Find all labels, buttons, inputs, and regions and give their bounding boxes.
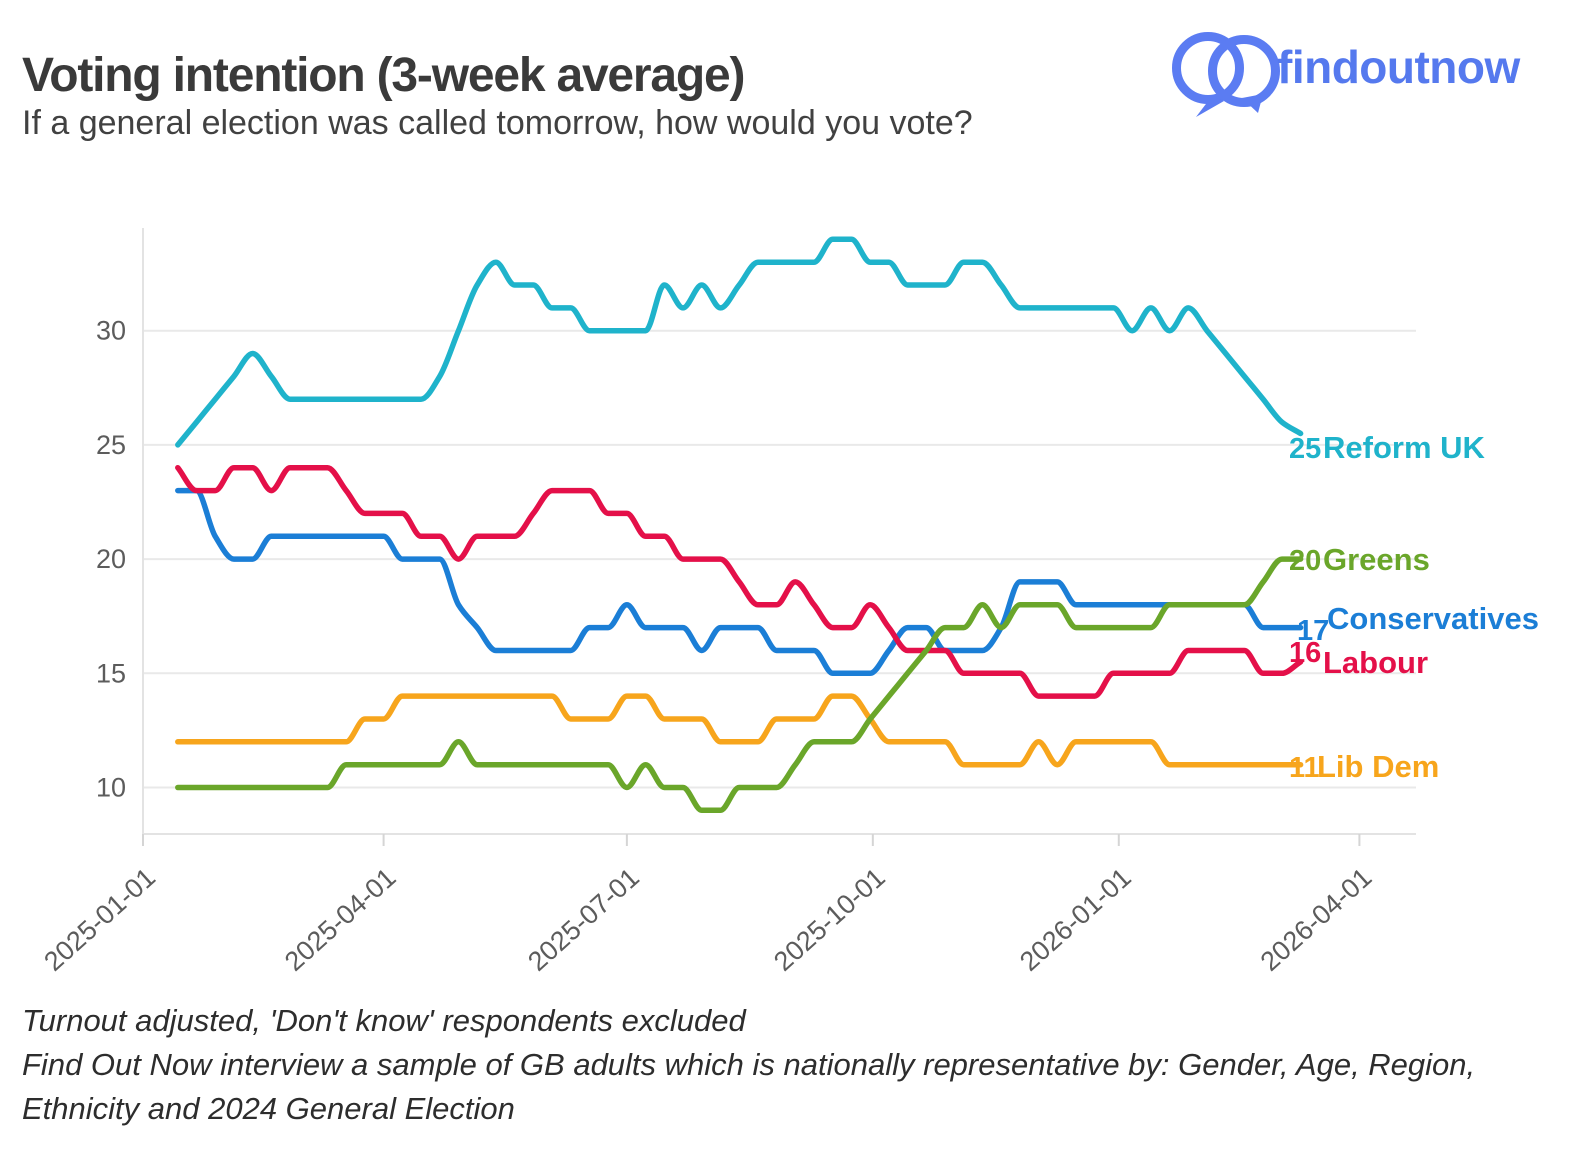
findoutnow-logo-icon [1172,32,1280,117]
series-value-label-conservatives: 17 [1297,615,1329,647]
findoutnow-wordmark: findoutnow [1277,41,1520,93]
page-title: Voting intention (3-week average) [22,49,746,103]
logo-tail-right [1242,94,1263,113]
series-name-label-conservatives: Conservatives [1327,601,1539,636]
x-tick-label: 2025-07-01 [522,862,645,977]
x-tick-label: 2025-01-01 [38,862,161,977]
footnote-line-2: Find Out Now interview a sample of GB ad… [22,1047,1476,1127]
series-line-greens [175,556,1304,814]
y-tick-label: 15 [96,658,126,688]
series-name-label-lib-dem: Lib Dem [1317,749,1439,784]
chart-subtitle: If a general election was called tomorro… [22,104,973,142]
series-value-label-labour: 16 [1289,637,1321,669]
series-value-label-reform-uk: 25 [1289,433,1321,465]
series-value-label-lib-dem: 11 [1289,752,1320,784]
footnote-line-1: Turnout adjusted, 'Don't know' responden… [22,1003,746,1038]
logo-circle-right [1208,35,1280,107]
y-tick-label: 10 [96,773,126,803]
x-tick-label: 2026-01-01 [1014,862,1137,977]
y-tick-label: 25 [96,430,126,460]
series-line-labour [175,464,1304,699]
x-tick-label: 2026-04-01 [1255,862,1378,977]
series-name-label-greens: Greens [1323,542,1430,577]
logo-tail-left [1196,96,1224,117]
series-line-reform-uk [175,236,1304,448]
footnote: Turnout adjusted, 'Don't know' responden… [22,999,1574,1131]
series-line-lib-dem [175,693,1304,768]
logo-circle-left [1172,32,1244,104]
y-tick-label: 30 [96,316,126,346]
series-line-conservatives [175,487,1304,677]
x-tick-label: 2025-04-01 [279,862,402,977]
x-tick-label: 2025-10-01 [768,862,891,977]
series-value-label-greens: 20 [1289,545,1321,577]
series-name-label-reform-uk: Reform UK [1323,430,1486,465]
series-name-label-labour: Labour [1323,645,1428,680]
y-tick-label: 20 [96,544,126,574]
